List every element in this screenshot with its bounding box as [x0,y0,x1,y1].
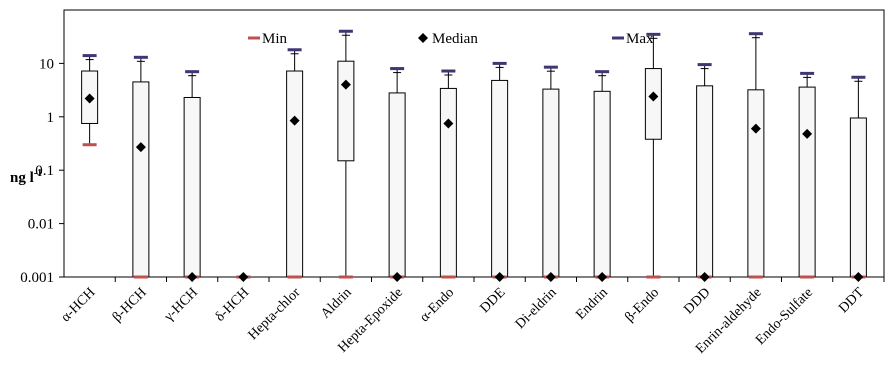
legend-label: Min [262,31,288,47]
iqr-box [696,85,714,278]
y-axis-title-main: ng l [10,170,34,186]
box-group [798,71,816,279]
legend-label: Median [432,31,478,47]
legend: Min Median Max [248,31,654,47]
x-category-label: β-Endo [622,285,662,325]
x-category-label: α-HCH [58,285,98,325]
x-category-label: δ-HCH [213,285,252,324]
box-group [491,61,509,282]
iqr-box [491,79,509,278]
box-group [286,48,304,279]
median-marker [750,123,761,134]
box-group [439,69,457,279]
box-group [644,32,662,279]
iqr-box [849,117,867,278]
median-marker [340,79,351,90]
iqr-box [644,68,662,140]
x-category-label: α-Endo [417,285,457,325]
median-marker [494,272,505,282]
box-group [849,75,867,282]
iqr-box [337,60,355,162]
box-group [236,272,251,282]
median-marker [84,93,95,104]
iqr-box [388,92,406,278]
y-axis-title-exponent: -1 [34,168,42,179]
median-marker [238,272,249,282]
y-tick-label: 1 [47,110,55,126]
iqr-box [183,96,201,278]
median-marker [289,115,300,126]
median-marker [187,272,198,282]
iqr-box [747,89,765,278]
median-marker [392,272,403,282]
legend-item-max: Max [612,31,654,47]
y-axis: 0.001 0.01 0.1 1 10 [20,56,64,286]
median-marker [597,272,608,282]
x-category-label: Aldrin [318,285,354,321]
iqr-box [593,90,611,278]
iqr-box [542,88,560,278]
boxes [81,29,867,282]
iqr-box [286,70,304,278]
y-tick-label: 0.01 [28,217,54,233]
x-category-label: DDT [836,285,867,316]
median-marker [648,91,659,102]
box-group [183,70,201,282]
x-category-label: Endrin [573,285,611,323]
median-marker [135,142,146,153]
legend-label: Max [626,31,654,47]
median-marker [545,272,556,282]
y-tick-label: 0.001 [20,270,54,286]
box-group [388,67,406,282]
x-category-label: DDD [681,285,713,317]
legend-item-median: Median [418,31,478,47]
box-group [747,32,765,279]
y-tick-label: 10 [39,56,54,72]
x-category-label: Hepta-chlor [246,285,304,343]
box-group [132,55,150,279]
box-group [696,63,714,282]
median-marker [853,272,864,282]
y-tick-label: 0.1 [35,163,54,179]
box-group [593,70,611,282]
iqr-box [132,81,150,278]
box-group [337,29,355,279]
x-category-label: γ-HCH [161,285,201,325]
legend-swatch [418,33,428,43]
median-marker [699,272,710,282]
legend-item-min: Min [248,31,288,47]
box-group [542,65,560,282]
y-axis-title: ng l-1 [10,168,42,186]
iqr-box [439,87,457,278]
x-category-label: DDE [477,285,508,316]
median-marker [802,128,813,139]
box-group [81,54,99,147]
x-category-label: Di-eldrin [513,285,560,332]
iqr-box [798,86,816,278]
x-category-label: β-HCH [110,285,150,325]
median-marker [443,118,454,129]
